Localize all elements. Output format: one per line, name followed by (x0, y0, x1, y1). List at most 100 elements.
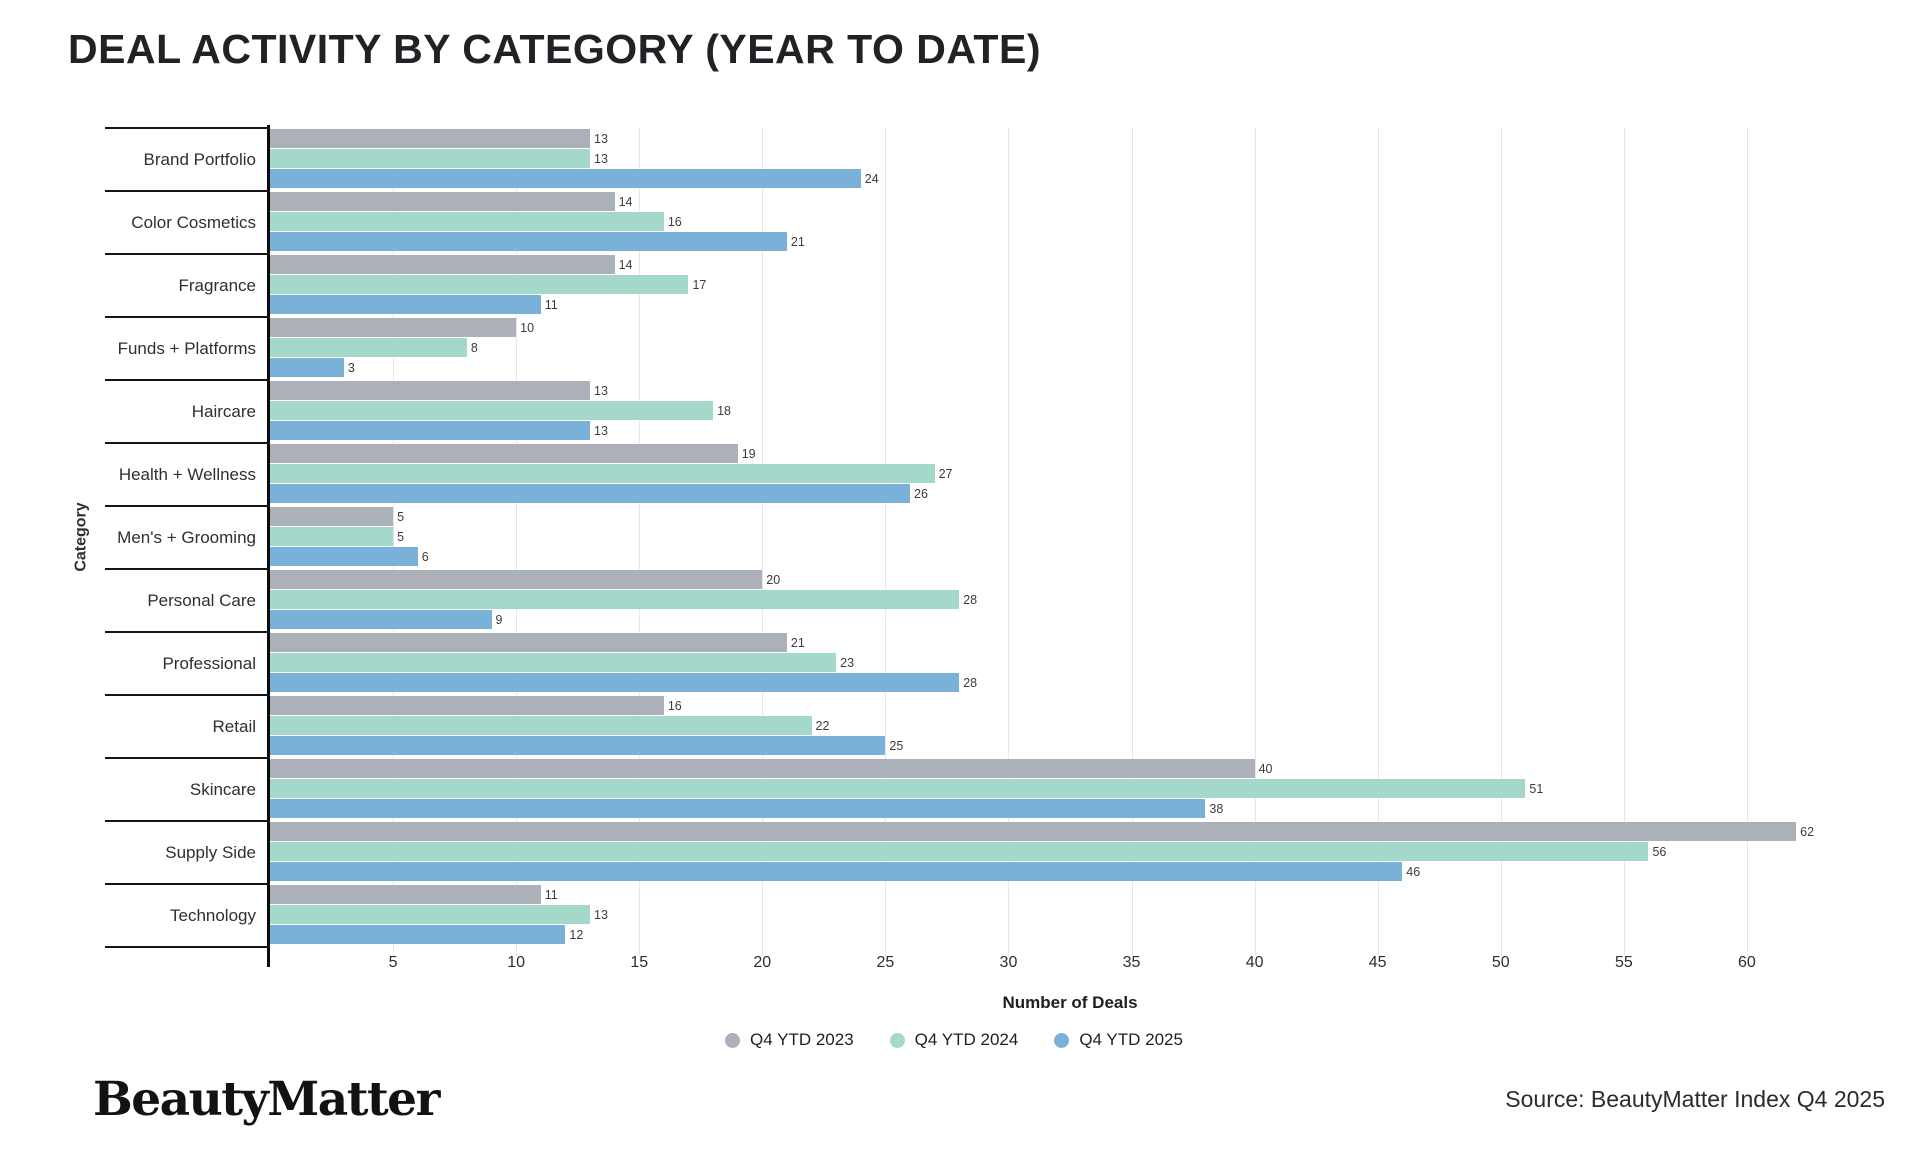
bar-value-label: 24 (864, 171, 879, 186)
bar-q4-ytd-2023 (270, 192, 615, 211)
bar-track: 16 (270, 212, 1870, 231)
bar-track: 14 (270, 192, 1870, 211)
legend-item: Q4 YTD 2023 (725, 1030, 854, 1050)
bar-track: 16 (270, 696, 1870, 715)
bar-cell: 16 22 25 (270, 694, 1870, 757)
beautymatter-logo: BeautyMatter (93, 1072, 440, 1127)
bar-value-label: 26 (914, 486, 928, 501)
category-label: Personal Care (105, 568, 270, 631)
legend-label: Q4 YTD 2024 (914, 1030, 1019, 1049)
legend-item: Q4 YTD 2025 (1054, 1030, 1183, 1050)
bar-value-label: 38 (1209, 801, 1224, 816)
bar-group: 5 5 6 (270, 507, 1870, 567)
bar-track: 51 (270, 779, 1870, 798)
legend-marker-icon (1054, 1032, 1070, 1048)
bar-value-label: 18 (717, 403, 731, 418)
bar-track: 6 (270, 547, 1870, 566)
category-label: Professional (105, 631, 270, 694)
bar-q4-ytd-2025 (270, 925, 566, 944)
bar-track: 21 (270, 232, 1870, 251)
legend-label: Q4 YTD 2025 (1079, 1030, 1183, 1049)
bar-q4-ytd-2025 (270, 421, 590, 440)
bar-track: 40 (270, 759, 1870, 778)
x-tick-label: 50 (1491, 954, 1510, 971)
bar-track: 26 (270, 484, 1870, 503)
bar-q4-ytd-2025 (270, 736, 886, 755)
bar-group: 40 51 38 (270, 759, 1870, 819)
table-row: Health + Wellness 19 27 26 (105, 442, 1870, 505)
bar-q4-ytd-2024 (270, 338, 467, 357)
bar-q4-ytd-2025 (270, 799, 1206, 818)
bar-value-label: 11 (544, 887, 558, 902)
table-row: Fragrance 14 17 11 (105, 253, 1870, 316)
bar-group: 13 18 13 (270, 381, 1870, 441)
bar-cell: 10 8 3 (270, 316, 1870, 379)
table-row: Men's + Grooming 5 5 6 (105, 505, 1870, 568)
category-label: Brand Portfolio (105, 127, 270, 190)
bar-track: 12 (270, 925, 1870, 944)
bar-track: 20 (270, 570, 1870, 589)
table-row: Personal Care 20 28 9 (105, 568, 1870, 631)
bar-track: 13 (270, 129, 1870, 148)
bar-track: 13 (270, 381, 1870, 400)
bar-value-label: 28 (963, 675, 978, 690)
x-tick-label: 15 (630, 954, 649, 971)
bar-track: 10 (270, 318, 1870, 337)
bar-track: 28 (270, 673, 1870, 692)
bar-value-label: 46 (1406, 864, 1421, 879)
bar-cell: 13 13 24 (270, 127, 1870, 190)
bar-value-label: 23 (840, 655, 855, 670)
x-axis-ticks: 5 10 15 20 25 30 35 40 45 50 55 60 (270, 954, 1870, 978)
x-tick-label: 60 (1738, 954, 1756, 971)
x-tick-label: 10 (507, 954, 526, 971)
table-row: Funds + Platforms 10 8 3 (105, 316, 1870, 379)
bar-cell: 11 13 12 (270, 883, 1870, 946)
table-row: Retail 16 22 25 (105, 694, 1870, 757)
table-row: Professional 21 23 28 (105, 631, 1870, 694)
category-label: Health + Wellness (105, 442, 270, 505)
bar-q4-ytd-2023 (270, 444, 738, 463)
bar-q4-ytd-2023 (270, 570, 763, 589)
bar-q4-ytd-2023 (270, 129, 590, 148)
bar-value-label: 56 (1652, 844, 1667, 859)
bar-q4-ytd-2024 (270, 464, 935, 483)
x-tick-label: 40 (1245, 954, 1264, 971)
bar-group: 20 28 9 (270, 570, 1870, 630)
bar-q4-ytd-2023 (270, 318, 517, 337)
bar-group: 10 8 3 (270, 318, 1870, 378)
y-axis-title: Category (72, 501, 90, 572)
category-label: Supply Side (105, 820, 270, 883)
category-label: Funds + Platforms (105, 316, 270, 379)
bar-q4-ytd-2024 (270, 842, 1649, 861)
category-label: Men's + Grooming (105, 505, 270, 568)
bar-track: 22 (270, 716, 1870, 735)
bar-q4-ytd-2025 (270, 358, 344, 377)
bar-value-label: 9 (495, 612, 503, 627)
source-text: Source: BeautyMatter Index Q4 2025 (1505, 1086, 1885, 1112)
bar-q4-ytd-2024 (270, 779, 1526, 798)
table-row: Haircare 13 18 13 (105, 379, 1870, 442)
bar-group: 62 56 46 (270, 822, 1870, 882)
bar-cell: 62 56 46 (270, 820, 1870, 883)
bar-value-label: 11 (544, 297, 558, 312)
bar-group: 21 23 28 (270, 633, 1870, 693)
category-rows: Brand Portfolio 13 13 24 Color Cosmetics 14 16… (105, 127, 1870, 948)
bar-cell: 40 51 38 (270, 757, 1870, 820)
bar-q4-ytd-2025 (270, 862, 1403, 881)
bar-track: 23 (270, 653, 1870, 672)
category-label: Technology (105, 883, 270, 946)
bar-track: 56 (270, 842, 1870, 861)
table-row: Supply Side 62 56 46 (105, 820, 1870, 883)
bar-value-label: 20 (766, 572, 781, 587)
bar-cell: 20 28 9 (270, 568, 1870, 631)
bar-value-label: 16 (667, 214, 682, 229)
bar-track: 38 (270, 799, 1870, 818)
y-axis-line (267, 125, 270, 967)
bar-track: 21 (270, 633, 1870, 652)
bar-value-label: 25 (889, 738, 904, 753)
bar-group: 13 13 24 (270, 129, 1870, 189)
bar-group: 14 16 21 (270, 192, 1870, 252)
x-tick-label: 20 (753, 954, 772, 971)
bar-cell: 13 18 13 (270, 379, 1870, 442)
